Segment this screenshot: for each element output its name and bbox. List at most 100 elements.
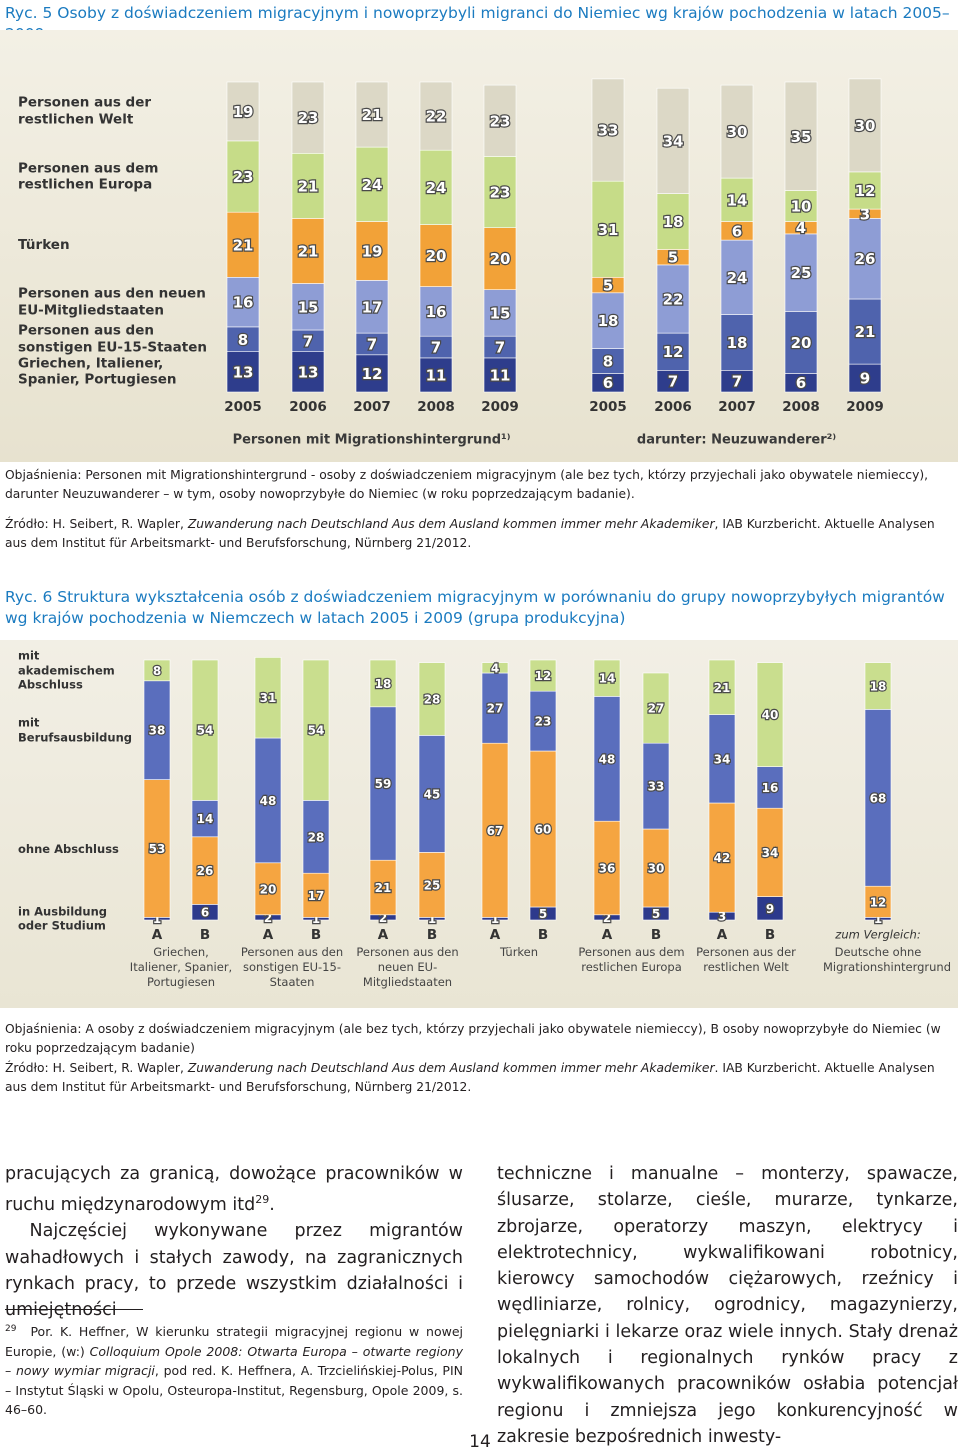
bar-segment (418, 852, 446, 918)
value-label: 4 (796, 219, 806, 237)
bar-segment (254, 657, 282, 739)
value-label: 17 (308, 889, 325, 903)
value-label: 12 (870, 895, 887, 909)
value-label: 33 (648, 780, 665, 794)
x-tick-label: B (765, 927, 775, 943)
bar-segment (529, 659, 557, 692)
comparison-label: zum Vergleich: (834, 928, 920, 942)
chart-svg: 13 13 12 11 11 6 7 7 6 9 8 7 7 7 7 8 12 18 20 21 16 15 17 16 15 1… (224, 78, 884, 448)
group-label: Personen aus dem restlichen Europa (578, 945, 685, 974)
value-label: 9 (860, 370, 870, 388)
value-label: 6 (732, 222, 742, 240)
legend-label: ohne Abschluss (18, 841, 119, 856)
value-label: 21 (362, 106, 383, 124)
bar-segment (226, 211, 260, 278)
value-label: 15 (298, 298, 319, 316)
value-label: 34 (663, 132, 684, 150)
value-label: 5 (652, 907, 660, 921)
source-title: Zuwanderung nach Deutschland Aus dem Aus… (187, 517, 715, 531)
bar-segment (419, 357, 453, 393)
bar-segment (226, 351, 260, 393)
right-column: techniczne i manualne – monterzy, spawac… (497, 1161, 958, 1450)
x-tick-label: 2007 (353, 399, 391, 415)
value-label: 24 (362, 176, 383, 194)
chart: 1 6 2 1 2 1 1 5 2 5 3 9 1 53 26 20 17 21 25 67 60 36 30 42 34 12 3… (0, 640, 958, 1008)
group-label: Deutsche ohne Migrationshintergrund (823, 945, 951, 974)
bar-segment (591, 292, 625, 349)
value-label: 19 (233, 103, 254, 121)
bar-segment (756, 766, 784, 809)
value-label: 8 (603, 353, 613, 371)
bar-segment (720, 314, 754, 371)
page-number: 14 (469, 1432, 491, 1452)
value-label: 31 (260, 691, 277, 705)
value-label: 7 (303, 332, 313, 350)
text: . (269, 1195, 275, 1216)
bar-segment (864, 709, 892, 887)
value-label: 27 (487, 702, 504, 716)
value-label: 27 (648, 702, 665, 716)
bar-segment (483, 84, 517, 157)
value-label: 23 (490, 184, 511, 202)
value-label: 10 (791, 198, 812, 216)
value-label: 14 (197, 812, 214, 826)
bar-segment (302, 659, 330, 801)
bar-segment (355, 354, 389, 393)
value-label: 25 (424, 878, 441, 892)
bar-segment (593, 820, 621, 916)
bar-segment (291, 81, 325, 154)
value-label: 12 (362, 365, 383, 383)
x-tick-label: B (200, 927, 210, 943)
value-label: 6 (603, 374, 613, 392)
value-label: 5 (603, 277, 613, 295)
value-label: 20 (791, 334, 812, 352)
value-label: 19 (362, 242, 383, 260)
footnote-marker: 29 (5, 1324, 17, 1334)
value-label: 28 (308, 830, 325, 844)
bar-segment (784, 233, 818, 312)
bar-segment (254, 862, 282, 916)
x-tick-label: 2008 (782, 399, 820, 415)
bar-segment (642, 672, 670, 744)
value-label: 13 (233, 363, 254, 381)
bar-segment (191, 836, 219, 905)
value-label: 7 (367, 335, 377, 353)
value-label: 7 (431, 339, 441, 357)
value-label: 21 (298, 177, 319, 195)
text: pracujących za granicą, dowożące pracown… (5, 1164, 463, 1216)
group-label: Personen aus den sonstigen EU-15-Staaten (240, 945, 344, 989)
value-label: 1 (874, 912, 882, 926)
bar-segment (848, 78, 882, 173)
bar-segment (593, 659, 621, 697)
legend-label: Türken (18, 236, 70, 253)
value-label: 16 (233, 294, 254, 312)
value-label: 1 (491, 912, 499, 926)
footnote-ref: 29 (255, 1193, 270, 1207)
bar-segment (291, 218, 325, 284)
bar-segment (369, 859, 397, 916)
x-tick-label: B (311, 927, 321, 943)
x-tick-label: A (490, 927, 501, 943)
value-label: 2 (264, 911, 272, 925)
chart: 13 13 12 11 11 6 7 7 6 9 8 7 7 7 7 8 12 18 20 21 16 15 17 16 15 1… (0, 30, 958, 462)
x-tick-label: 2007 (718, 399, 756, 415)
bar-segment (708, 659, 736, 715)
footnote: 29 Por. K. Heffner, W kierunku strategii … (5, 1320, 463, 1420)
bar-segment (191, 659, 219, 801)
x-tick-label: 2006 (289, 399, 327, 415)
footnote-rule (5, 1309, 143, 1310)
x-tick-label: 2009 (481, 399, 519, 415)
bar-segment (720, 84, 754, 179)
value-label: 30 (855, 117, 876, 135)
source: Źródło: H. Seibert, R. Wapler, Zuwanderu… (5, 515, 955, 553)
value-label: 6 (201, 906, 209, 920)
group-label: Personen aus der restlichen Welt (696, 945, 796, 974)
bar-segment (529, 750, 557, 908)
value-label: 28 (424, 693, 441, 707)
bar-segment (419, 81, 453, 151)
bar-segment (864, 885, 892, 918)
value-label: 54 (308, 724, 325, 738)
bar-segment (642, 742, 670, 830)
bar-segment (419, 224, 453, 287)
bar-segment (720, 177, 754, 222)
